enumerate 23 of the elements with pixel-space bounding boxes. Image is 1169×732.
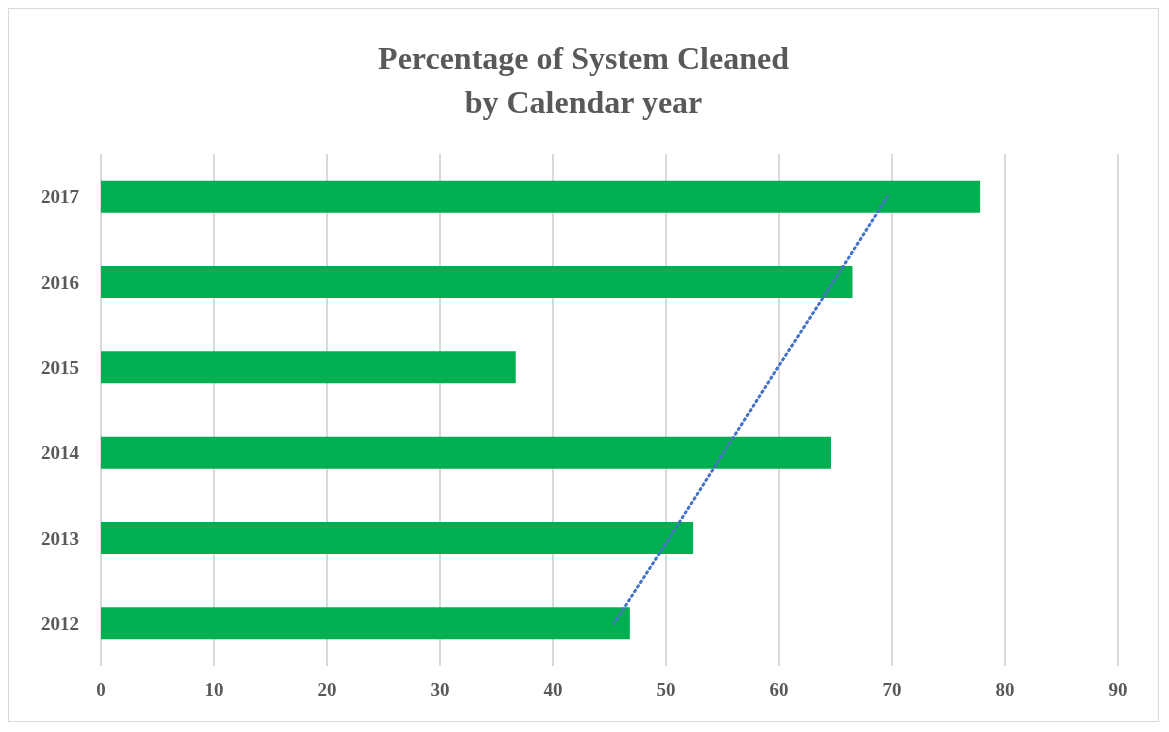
x-tick-label: 70	[882, 679, 902, 700]
y-tick-label: 2014	[41, 442, 80, 464]
x-tick-label: 50	[656, 679, 676, 700]
x-tick-label: 90	[1108, 679, 1128, 700]
chart-title: Percentage of System Cleaned by Calendar year	[378, 40, 790, 120]
x-tick-label: 10	[204, 679, 224, 700]
x-tick-label: 40	[543, 679, 563, 700]
bar	[101, 436, 831, 469]
bar	[101, 266, 853, 298]
bar	[101, 607, 630, 640]
y-tick-label: 2012	[41, 612, 79, 634]
bar	[101, 351, 516, 384]
y-tick-label: 2015	[41, 356, 79, 378]
x-tick-label: 30	[430, 679, 450, 700]
y-tick-label: 2017	[41, 186, 80, 208]
x-tick-label: 80	[995, 679, 1015, 700]
x-tick-label: 60	[769, 679, 789, 700]
bar	[101, 180, 981, 213]
x-tick-label: 20	[317, 679, 337, 700]
y-tick-label: 2013	[41, 527, 79, 549]
bar	[101, 522, 694, 554]
x-tick-label: 0	[96, 679, 106, 700]
y-tick-label: 2016	[41, 271, 79, 293]
